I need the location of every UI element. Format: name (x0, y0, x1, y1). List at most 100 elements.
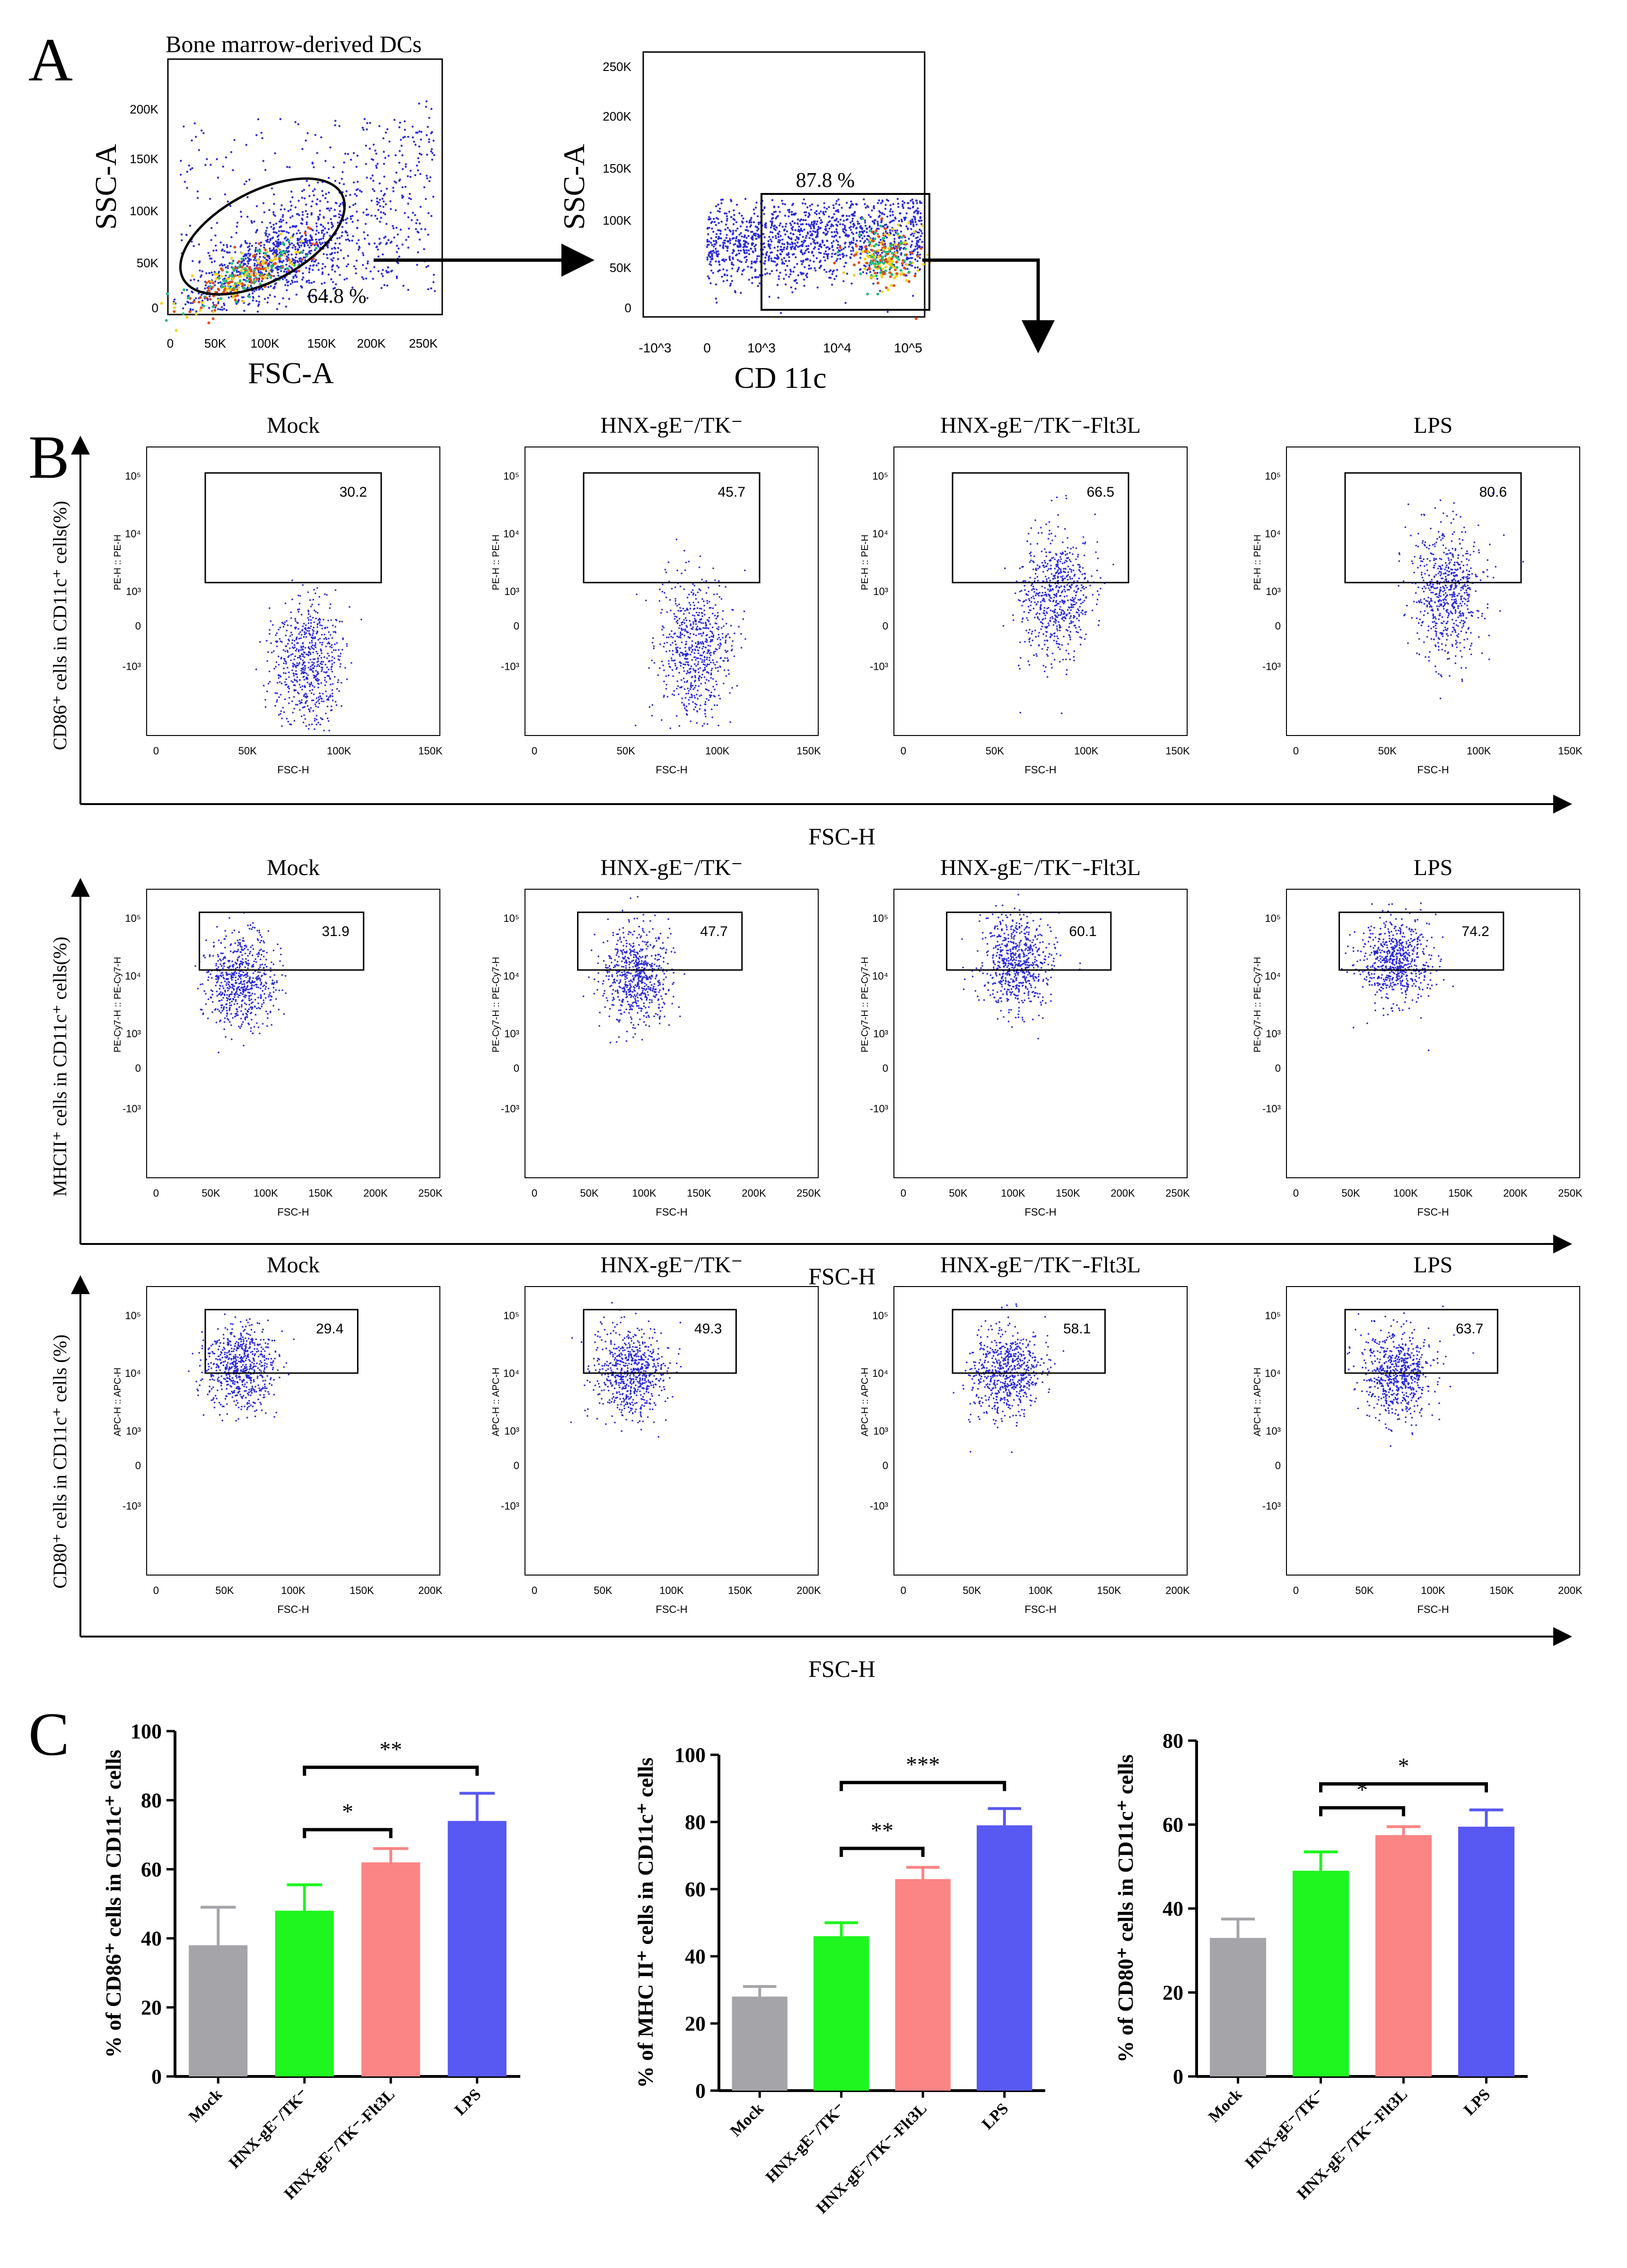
event-dot (1025, 599, 1027, 601)
event-dot-dense (871, 249, 874, 252)
event-dot (810, 243, 812, 245)
event-dot (289, 635, 291, 637)
event-dot (780, 248, 783, 251)
event-dot (872, 282, 875, 285)
event-dot (1052, 624, 1055, 626)
event-dot (246, 196, 249, 199)
event-dot (355, 268, 357, 270)
event-dot (306, 705, 309, 707)
event-dot (1045, 666, 1047, 668)
event-dot (325, 646, 327, 648)
event-dot (732, 250, 735, 253)
event-dot (318, 665, 320, 667)
event-dot (778, 230, 781, 233)
event-dot (1063, 585, 1065, 587)
event-dot (324, 684, 326, 686)
event-dot (1076, 580, 1078, 582)
event-dot (340, 214, 342, 217)
event-dot (1056, 496, 1058, 499)
event-dot-dense (277, 247, 280, 251)
event-dot (684, 647, 686, 648)
event-dot-dense (913, 230, 916, 234)
event-dot-dense (214, 290, 218, 294)
event-dot-dense (219, 267, 223, 270)
event-dot (281, 718, 283, 719)
event-dot (704, 666, 706, 669)
event-dot (825, 271, 828, 273)
event-dot (783, 243, 786, 245)
event-dot (744, 240, 746, 243)
event-dot (704, 627, 706, 629)
event-dot (681, 572, 682, 575)
event-dot (358, 248, 360, 251)
tick-label: 100K (327, 745, 351, 757)
event-dot (212, 249, 215, 252)
event-dot (876, 222, 879, 225)
event-dot (379, 205, 381, 207)
event-dot (255, 231, 257, 234)
event-dot (308, 195, 311, 197)
event-dot (285, 663, 287, 665)
event-dot (214, 245, 217, 247)
event-dot (756, 215, 759, 218)
event-dot (288, 250, 290, 253)
event-dot (900, 230, 902, 233)
event-dot (776, 269, 778, 271)
event-dot (282, 707, 284, 709)
tick-label: 150K (603, 161, 631, 175)
event-dot (1044, 562, 1046, 564)
event-dot (295, 256, 297, 259)
event-dot (708, 649, 710, 652)
event-dot (279, 638, 281, 640)
event-dot (291, 281, 294, 284)
event-dot (237, 271, 240, 273)
event-dot (387, 271, 390, 273)
event-dot (297, 239, 299, 242)
event-dot (327, 652, 329, 655)
event-dot (1070, 569, 1073, 571)
event-dot (718, 261, 720, 263)
event-dot (758, 282, 761, 285)
event-dot (337, 658, 340, 660)
event-dot (831, 255, 833, 258)
event-dot (851, 220, 854, 222)
event-dot (401, 196, 403, 199)
event-dot (706, 652, 709, 654)
event-dot (275, 666, 277, 668)
event-dot (326, 594, 328, 596)
event-dot (858, 230, 861, 233)
event-dot (259, 252, 261, 255)
event-dot (293, 658, 295, 660)
event-dot (790, 210, 793, 213)
event-dot (801, 240, 803, 243)
event-dot (706, 258, 709, 261)
event-dot (715, 260, 717, 263)
event-dot (787, 215, 790, 218)
event-dot (698, 614, 700, 616)
event-dot (394, 154, 397, 157)
event-dot (803, 279, 805, 281)
event-dot (907, 228, 909, 230)
tick-label: 100K (603, 213, 631, 228)
event-dot-dense (274, 257, 277, 261)
event-dot (1068, 607, 1070, 609)
event-dot (788, 260, 790, 262)
event-dot (356, 242, 358, 245)
event-dot (329, 695, 332, 698)
event-dot (245, 180, 247, 183)
event-dot (308, 650, 310, 653)
event-dot (1026, 540, 1028, 542)
event-dot (265, 270, 267, 272)
event-dot (314, 665, 315, 667)
event-dot (685, 658, 688, 660)
event-dot (1041, 586, 1043, 587)
event-dot-dense (205, 281, 208, 284)
event-dot (832, 240, 835, 243)
event-dot (712, 567, 714, 569)
event-dot (822, 231, 825, 234)
event-dot (691, 649, 693, 651)
event-dot (291, 634, 293, 636)
event-dot (269, 629, 271, 631)
event-dot (681, 641, 683, 643)
event-dot (290, 204, 293, 207)
